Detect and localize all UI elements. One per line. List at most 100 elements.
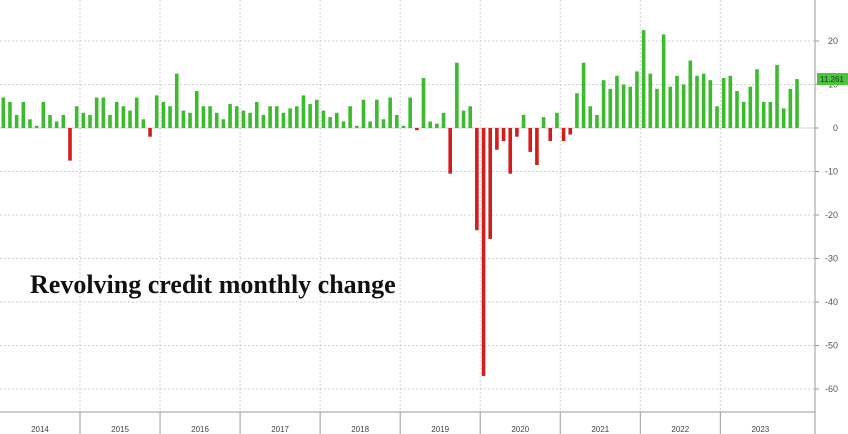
bar [154, 95, 159, 128]
bar [261, 114, 266, 128]
bar [708, 80, 713, 128]
bar [541, 117, 546, 128]
chart-title: Revolving credit monthly change [30, 270, 396, 299]
bar [701, 73, 706, 128]
bar [615, 75, 619, 128]
bar [555, 112, 559, 128]
bar [114, 101, 119, 128]
bar [595, 114, 599, 128]
x-tick-label: 2017 [271, 425, 289, 434]
bar [168, 106, 172, 128]
bar [355, 125, 359, 128]
y-tick-label: 0 [833, 123, 838, 133]
bar [94, 97, 99, 128]
bar [501, 128, 506, 142]
bars-group [1, 30, 799, 376]
x-tick-label: 2016 [191, 425, 209, 434]
bar [661, 34, 666, 128]
bar [34, 125, 39, 128]
bar [575, 93, 579, 128]
bar [148, 128, 152, 137]
bar [221, 119, 226, 128]
bar [81, 112, 86, 128]
bar [568, 128, 573, 135]
bar [461, 110, 466, 128]
bar [468, 106, 472, 128]
bar [348, 106, 352, 128]
x-tick-label: 2022 [671, 425, 689, 434]
bar [8, 101, 12, 128]
bar [214, 112, 219, 128]
bar [735, 91, 739, 128]
bar [241, 110, 246, 128]
x-axis: 2014 2015 2016 2017 2018 2019 2020 2021 2022 2023 [0, 411, 815, 434]
bar [381, 119, 386, 128]
bar [561, 128, 566, 142]
bar [608, 88, 613, 128]
bar [515, 128, 519, 137]
bar [721, 77, 726, 128]
bar [521, 114, 526, 128]
bar [441, 112, 446, 128]
bar [628, 86, 633, 128]
bar [254, 101, 259, 128]
bar [248, 112, 252, 128]
y-tick-label: -20 [825, 210, 838, 220]
y-tick-label: -10 [825, 167, 838, 177]
bar [621, 84, 626, 128]
bar [208, 106, 212, 128]
bar [101, 97, 106, 128]
x-tick-label: 2020 [511, 425, 529, 434]
bar [715, 106, 719, 128]
bar [601, 80, 606, 128]
bar [588, 106, 593, 128]
bar [495, 128, 499, 150]
bar [395, 114, 399, 128]
x-tick-label: 2023 [751, 425, 769, 434]
bar [268, 106, 272, 128]
last-value-label: 11.261 [820, 75, 844, 84]
bar [435, 123, 439, 128]
bar [421, 77, 426, 128]
bar [61, 114, 66, 128]
bar [188, 112, 192, 128]
last-value-marker: 11.261 [817, 73, 848, 86]
bar [455, 62, 459, 128]
bar [675, 75, 679, 128]
bar [401, 125, 406, 128]
bar [528, 128, 533, 152]
bar [88, 114, 92, 128]
x-tick-label: 2014 [31, 425, 49, 434]
gridlines [0, 0, 815, 412]
bar [141, 119, 146, 128]
bar [535, 128, 539, 165]
y-tick-label: -40 [825, 297, 838, 307]
bar [488, 128, 493, 239]
bar [741, 101, 746, 128]
bar [581, 62, 586, 128]
bar [648, 73, 653, 128]
bar [161, 101, 166, 128]
bar [341, 121, 346, 128]
bar [301, 95, 306, 128]
bar [748, 86, 753, 128]
bar [388, 97, 392, 128]
bar [775, 64, 779, 128]
bar [54, 121, 59, 128]
x-tick-label: 2015 [111, 425, 129, 434]
bar [755, 69, 759, 128]
y-tick-label: -60 [825, 384, 838, 394]
bar [294, 106, 299, 128]
bar [68, 128, 72, 161]
bar [274, 106, 279, 128]
bar [121, 106, 126, 128]
bar [481, 128, 486, 376]
bar [428, 121, 432, 128]
bar [781, 108, 786, 128]
y-tick-label: 20 [828, 36, 838, 46]
bar [335, 112, 339, 128]
bar [688, 60, 693, 129]
bar [728, 75, 733, 128]
bar [288, 108, 292, 128]
